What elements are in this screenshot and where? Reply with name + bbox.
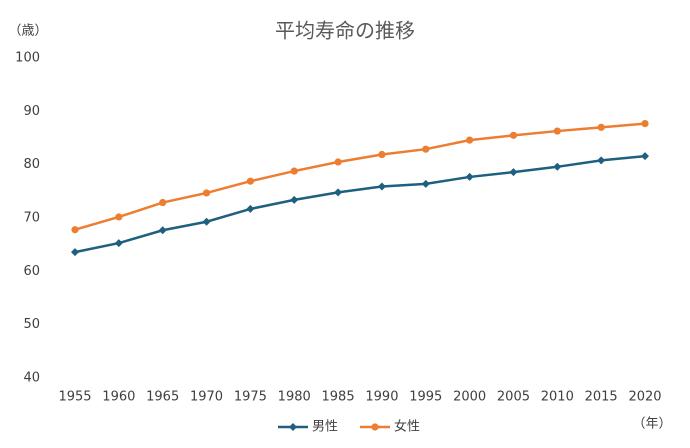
marker bbox=[202, 189, 211, 197]
marker bbox=[509, 168, 518, 177]
marker bbox=[158, 226, 167, 235]
y-tick-label: 70 bbox=[23, 211, 40, 226]
marker bbox=[641, 152, 649, 161]
y-tick-label: 80 bbox=[23, 157, 40, 172]
marker bbox=[289, 423, 297, 431]
y-tick-label: 40 bbox=[23, 371, 40, 386]
y-tick-label: 100 bbox=[15, 51, 40, 66]
line bbox=[74, 122, 646, 231]
marker bbox=[509, 131, 518, 139]
x-tick-label: 2000 bbox=[453, 390, 486, 405]
marker bbox=[465, 172, 474, 181]
x-axis-label: （年） bbox=[632, 417, 671, 432]
legend-label: 女性 bbox=[394, 419, 420, 435]
x-tick-label: 2005 bbox=[497, 390, 530, 405]
x-tick-label: 1955 bbox=[58, 390, 91, 405]
marker bbox=[597, 156, 606, 165]
x-tick-label: 1965 bbox=[146, 390, 179, 405]
marker bbox=[466, 136, 474, 144]
x-tick-label: 2020 bbox=[628, 390, 661, 405]
legend-label: 男性 bbox=[312, 420, 338, 435]
marker bbox=[378, 150, 386, 159]
y-tick-label: 60 bbox=[23, 264, 40, 279]
marker bbox=[202, 217, 211, 226]
marker bbox=[371, 423, 379, 431]
x-tick-label: 1970 bbox=[190, 390, 223, 405]
marker bbox=[115, 213, 123, 221]
x-tick-label: 1995 bbox=[409, 390, 442, 405]
x-tick-label: 2010 bbox=[541, 390, 574, 405]
marker bbox=[246, 177, 254, 185]
chart-title: 平均寿命の推移 bbox=[275, 19, 415, 43]
x-tick-label: 1985 bbox=[322, 390, 355, 405]
x-tick-label: 1990 bbox=[365, 390, 398, 405]
marker bbox=[553, 127, 561, 135]
marker bbox=[597, 123, 605, 131]
marker bbox=[246, 204, 255, 213]
y-axis-label: （歳） bbox=[8, 24, 47, 39]
x-tick-label: 2015 bbox=[585, 390, 618, 405]
y-tick-label: 90 bbox=[23, 104, 40, 119]
marker bbox=[421, 179, 430, 188]
marker bbox=[422, 145, 430, 153]
marker bbox=[641, 120, 649, 128]
marker bbox=[290, 195, 299, 204]
marker bbox=[290, 167, 298, 175]
line bbox=[74, 154, 646, 254]
x-tick-label: 1980 bbox=[278, 390, 311, 405]
y-tick-label: 50 bbox=[23, 317, 40, 332]
marker bbox=[159, 198, 167, 207]
marker bbox=[553, 162, 562, 171]
marker bbox=[114, 239, 123, 248]
marker bbox=[334, 188, 343, 197]
x-tick-label: 1960 bbox=[102, 390, 135, 405]
marker bbox=[71, 226, 79, 234]
marker bbox=[71, 248, 79, 257]
x-tick-label: 1975 bbox=[234, 390, 267, 405]
marker bbox=[377, 182, 386, 191]
marker bbox=[334, 158, 342, 166]
